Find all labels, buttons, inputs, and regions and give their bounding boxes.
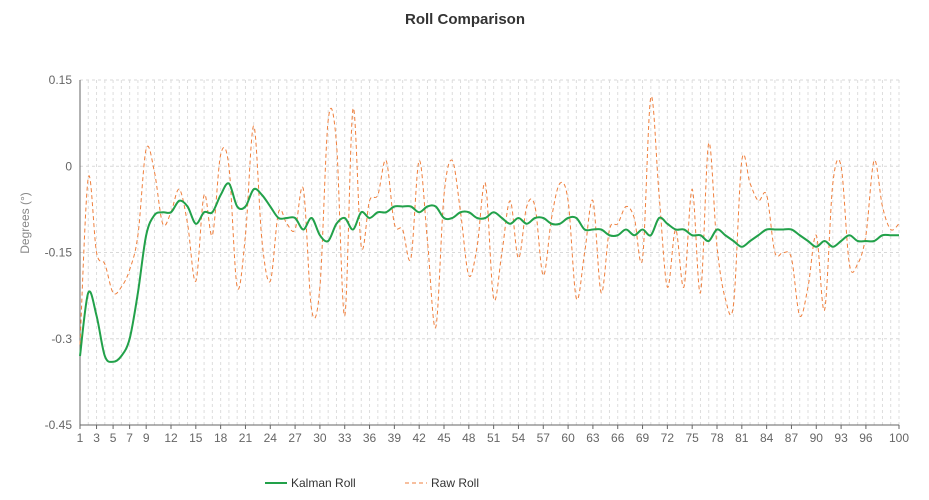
x-tick-label: 42: [413, 431, 427, 445]
x-tick-label: 90: [810, 431, 824, 445]
x-tick-label: 9: [143, 431, 150, 445]
x-tick-label: 60: [561, 431, 575, 445]
legend-raw-roll-label: Raw Roll: [431, 476, 479, 490]
chart-title: Roll Comparison: [405, 11, 525, 28]
x-tick-label: 48: [462, 431, 476, 445]
kalman-roll-line: [79, 182, 899, 363]
x-tick-label: 24: [264, 431, 278, 445]
x-tick-label: 84: [760, 431, 774, 445]
axes: [79, 80, 900, 429]
y-axis-label: Degrees (°): [18, 192, 32, 253]
x-tick-label: 100: [889, 431, 909, 445]
x-tick-label: 5: [110, 431, 117, 445]
x-tick-label: 72: [661, 431, 675, 445]
grid: [79, 79, 900, 426]
x-tick-label: 51: [487, 431, 501, 445]
x-tick-label: 12: [164, 431, 178, 445]
x-tick-label: 69: [636, 431, 650, 445]
x-tick-label: 96: [859, 431, 873, 445]
x-tick-label: 93: [834, 431, 848, 445]
legend-kalman-roll-label: Kalman Roll: [291, 476, 356, 490]
y-tick-label: -0.15: [45, 246, 73, 260]
x-tick-label: 54: [512, 431, 526, 445]
y-tick-label: -0.3: [51, 332, 72, 346]
x-tick-labels: 1 3 5 7 9 12 15 18 21 24 27 30 33 36 39 42 45 48 51 54 57 60 6…: [77, 431, 910, 445]
legend: Kalman Roll Raw Roll: [265, 476, 479, 490]
x-tick-label: 75: [686, 431, 700, 445]
y-tick-label: 0: [65, 159, 72, 173]
x-tick-label: 7: [126, 431, 133, 445]
x-tick-label: 33: [338, 431, 352, 445]
x-tick-label: 36: [363, 431, 377, 445]
x-tick-label: 30: [313, 431, 327, 445]
series-lines: [79, 95, 900, 363]
x-tick-label: 66: [611, 431, 625, 445]
y-tick-label: 0.15: [49, 73, 73, 87]
x-tick-label: 87: [785, 431, 799, 445]
x-tick-label: 39: [388, 431, 402, 445]
y-tick-label: -0.45: [45, 418, 73, 432]
x-tick-label: 27: [288, 431, 302, 445]
x-tick-label: 1: [77, 431, 84, 445]
x-tick-label: 63: [586, 431, 600, 445]
x-tick-label: 15: [189, 431, 203, 445]
x-tick-label: 57: [537, 431, 551, 445]
y-tick-labels: 0.15 0 -0.15 -0.3 -0.45: [45, 73, 73, 432]
x-tick-label: 3: [93, 431, 100, 445]
x-tick-label: 21: [239, 431, 253, 445]
x-tick-label: 18: [214, 431, 228, 445]
x-tick-label: 45: [437, 431, 451, 445]
x-tick-label: 78: [710, 431, 724, 445]
x-tick-label: 81: [735, 431, 749, 445]
raw-roll-line: [79, 95, 900, 345]
